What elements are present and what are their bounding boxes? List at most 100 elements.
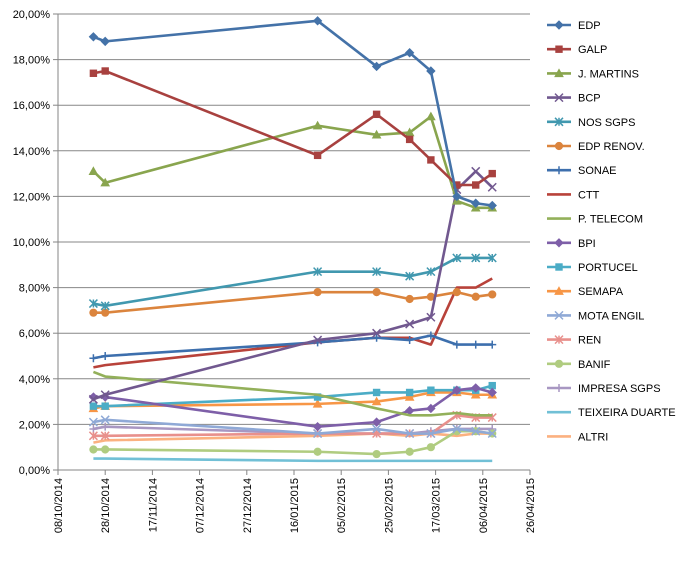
legend-label: REN: [578, 335, 601, 347]
data-point: [372, 267, 382, 277]
data-point: [426, 111, 436, 121]
data-point: [405, 447, 414, 456]
legend-label: EDP RENOV.: [578, 141, 645, 153]
data-point: [313, 151, 322, 160]
data-point: [312, 120, 323, 130]
data-point: [405, 428, 415, 439]
data-point: [426, 331, 435, 340]
data-point: [312, 398, 323, 408]
legend-item: BCP: [547, 93, 601, 105]
legend-label: BCP: [578, 93, 601, 105]
data-point: [405, 294, 414, 304]
data-point: [452, 191, 462, 202]
legend-item: EDP: [547, 20, 601, 32]
data-point: [405, 388, 414, 397]
data-point: [372, 424, 382, 434]
series-edp-renov: [89, 288, 497, 317]
legend-item: SEMAPA: [547, 286, 624, 298]
data-point: [426, 443, 435, 452]
data-point: [312, 421, 323, 432]
data-point: [405, 319, 415, 329]
data-point: [555, 166, 563, 175]
data-point: [88, 32, 99, 42]
data-point: [452, 385, 462, 395]
data-point: [101, 67, 109, 75]
data-point: [426, 267, 436, 277]
y-tick-label: 0,00%: [19, 465, 50, 477]
y-tick-label: 2,00%: [19, 419, 50, 431]
data-point: [487, 387, 497, 398]
data-point: [554, 335, 564, 345]
data-point: [371, 396, 382, 406]
data-point: [88, 431, 98, 441]
data-point: [471, 426, 481, 436]
x-tick-label: 06/04/2015: [478, 478, 490, 533]
data-point: [555, 263, 563, 271]
data-point: [471, 166, 481, 176]
data-point: [88, 299, 98, 309]
legend-item: GALP: [547, 44, 607, 56]
legend-item: BPI: [547, 238, 596, 250]
legend-item: REN: [547, 335, 601, 347]
data-point: [488, 340, 497, 349]
series-lines: [88, 16, 498, 463]
series-line: [92, 370, 493, 417]
legend-label: NOS SGPS: [578, 117, 635, 129]
legend-item: IMPRESA SGPS: [547, 383, 661, 395]
data-point: [405, 336, 414, 345]
data-point: [555, 45, 563, 53]
legend-label: ALTRI: [578, 431, 608, 443]
data-point: [100, 415, 110, 425]
data-point: [89, 354, 98, 363]
data-point: [487, 182, 497, 192]
data-point: [427, 386, 435, 394]
data-point: [554, 20, 564, 30]
legend-label: SEMAPA: [578, 286, 624, 298]
data-point: [100, 177, 111, 187]
legend-label: PORTUCEL: [578, 262, 638, 274]
x-tick-label: 25/02/2015: [383, 478, 395, 533]
data-point: [405, 271, 415, 281]
series-line: [93, 457, 493, 463]
data-point: [372, 288, 381, 297]
data-point: [487, 200, 497, 211]
x-tick-label: 16/01/2015: [289, 478, 301, 533]
data-point: [89, 308, 98, 317]
legend-label: TEIXEIRA DUARTE: [578, 407, 676, 419]
series-j-martins: [88, 111, 498, 212]
data-point: [89, 445, 98, 454]
data-point: [554, 310, 564, 320]
data-point: [313, 335, 323, 345]
series-p-telecom: [92, 370, 493, 417]
data-point: [471, 198, 481, 208]
data-point: [404, 48, 415, 58]
y-tick-label: 8,00%: [19, 283, 50, 295]
data-point: [88, 417, 98, 427]
legend-item: P. TELECOM: [547, 214, 643, 226]
data-point: [88, 394, 98, 404]
legend-label: CTT: [578, 189, 600, 201]
legend-item: EDP RENOV.: [547, 141, 645, 153]
data-point: [372, 328, 382, 338]
data-point: [371, 417, 382, 427]
series-bpi: [88, 383, 497, 432]
legend-item: PORTUCEL: [547, 262, 638, 274]
legend-label: MOTA ENGIL: [578, 310, 644, 322]
data-point: [405, 135, 414, 144]
legend-label: P. TELECOM: [578, 214, 643, 226]
data-point: [426, 66, 436, 76]
data-point: [554, 93, 564, 103]
data-point: [452, 253, 462, 263]
data-point: [313, 428, 323, 439]
x-tick-label: 08/10/2014: [53, 478, 65, 533]
data-point: [470, 389, 481, 399]
x-tick-label: 28/10/2014: [100, 478, 112, 533]
data-point: [554, 117, 564, 127]
series-sonae: [89, 331, 497, 363]
series-nos-sgps: [88, 253, 497, 311]
y-tick-label: 10,00%: [13, 237, 51, 249]
legend-item: BANIF: [547, 359, 611, 371]
legend-item: CTT: [547, 189, 600, 201]
